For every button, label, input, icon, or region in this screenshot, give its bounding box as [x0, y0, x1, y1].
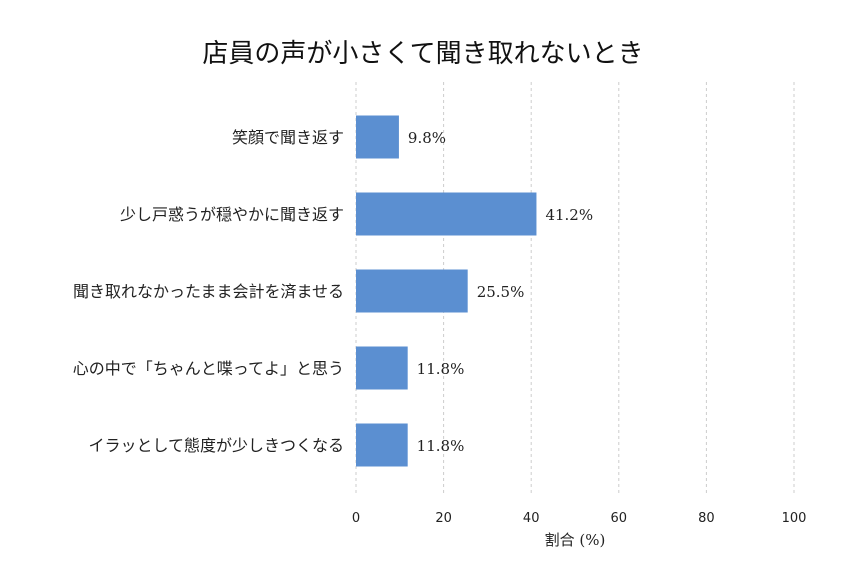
- bar-2: [356, 269, 468, 313]
- bars: [356, 115, 537, 467]
- value-label-3: 11.8%: [417, 360, 465, 378]
- category-label-2: 聞き取れなかったまま会計を済ませる: [73, 282, 344, 301]
- value-label-0: 9.8%: [408, 129, 446, 147]
- category-label-4: イラッとして態度が少しきつくなる: [88, 436, 344, 455]
- bar-0: [356, 115, 399, 159]
- bar-1: [356, 192, 537, 236]
- x-axis-label: 割合 (%): [545, 531, 606, 549]
- value-labels: 9.8% 41.2% 25.5% 11.8% 11.8%: [408, 129, 593, 455]
- x-tick-label-0: 0: [352, 511, 360, 526]
- category-labels: 笑顔で聞き返す少し戸惑うが穏やかに聞き返す聞き取れなかったまま会計を済ませる心の…: [73, 128, 344, 455]
- x-tick-label-4: 80: [698, 511, 715, 526]
- bar-4: [356, 423, 408, 467]
- bar-3: [356, 346, 408, 390]
- value-label-4: 11.8%: [417, 437, 465, 455]
- x-tick-label-2: 40: [523, 511, 540, 526]
- value-label-1: 41.2%: [545, 206, 593, 224]
- chart-title: 店員の声が小さくて聞き取れないとき: [202, 39, 643, 69]
- x-tick-labels: 0 20 40 60 80 100: [352, 511, 807, 526]
- category-label-1: 少し戸惑うが穏やかに聞き返す: [120, 205, 344, 224]
- x-tick-label-3: 60: [611, 511, 628, 526]
- value-label-2: 25.5%: [477, 283, 525, 301]
- x-tick-label-5: 100: [782, 511, 807, 526]
- category-label-3: 心の中で「ちゃんと喋ってよ」と思う: [73, 359, 344, 378]
- x-tick-label-1: 20: [435, 511, 452, 526]
- category-label-0: 笑顔で聞き返す: [232, 128, 344, 147]
